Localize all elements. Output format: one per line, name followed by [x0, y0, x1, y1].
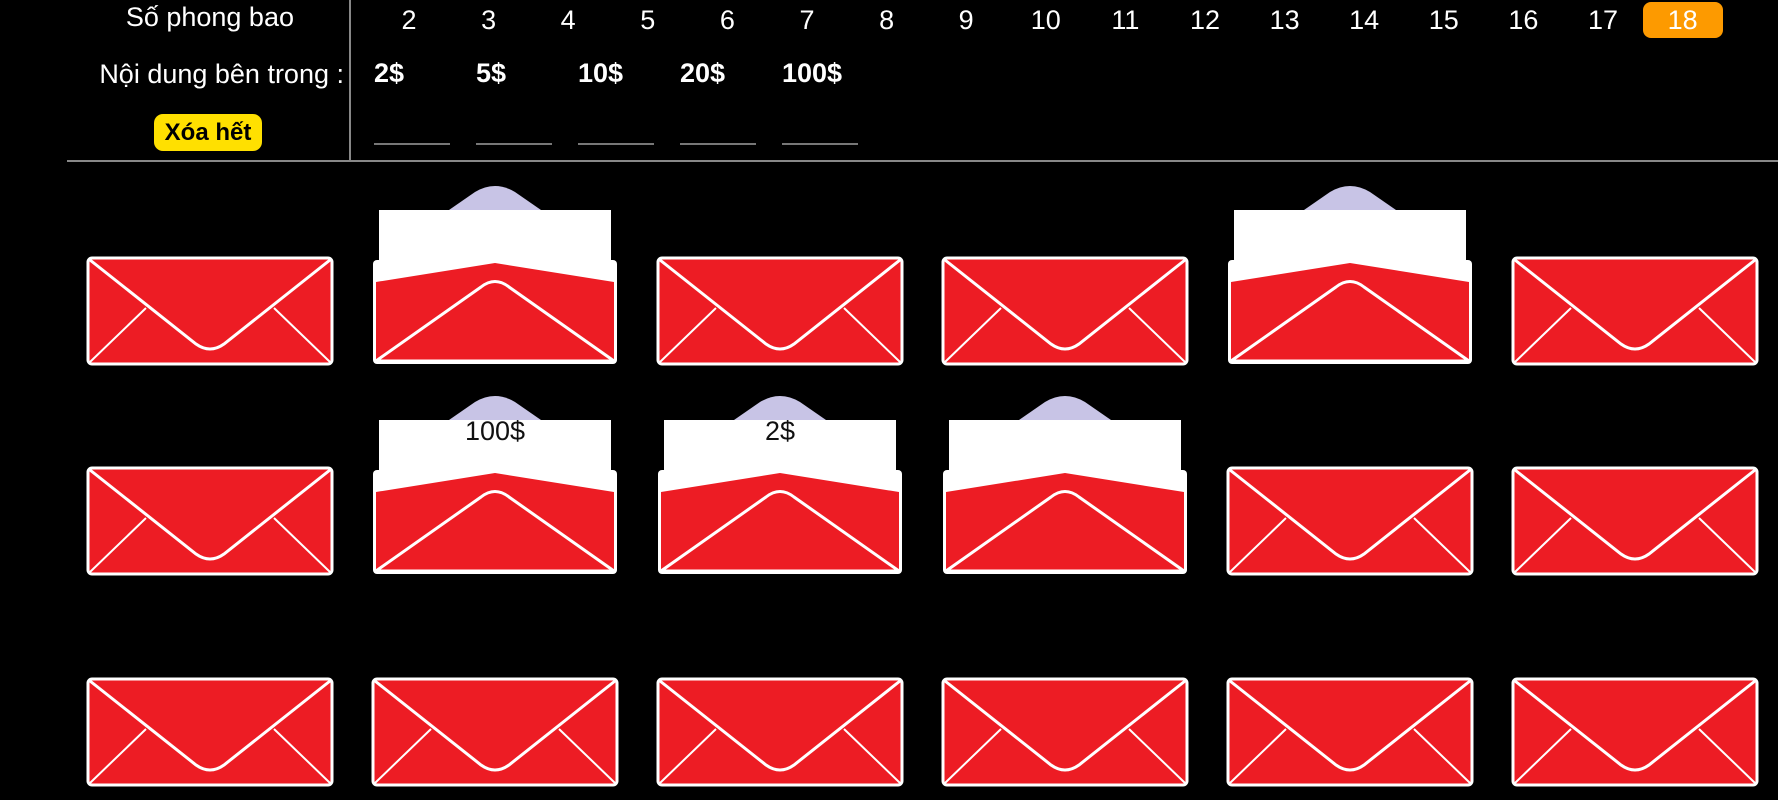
content-value[interactable]: 2$	[374, 58, 405, 88]
count-option-16[interactable]: 16	[1508, 5, 1539, 35]
count-option-9[interactable]: 9	[958, 5, 974, 35]
count-option-13[interactable]: 13	[1269, 5, 1300, 35]
count-option-10[interactable]: 10	[1030, 5, 1061, 35]
content-value[interactable]: 20$	[680, 58, 726, 88]
count-option-5[interactable]: 5	[640, 5, 656, 35]
count-label: Số phong bao	[125, 2, 294, 32]
envelope-open[interactable]: 100$	[371, 380, 619, 600]
content-input-underline	[680, 143, 756, 145]
envelope-closed[interactable]	[86, 677, 334, 787]
count-option-2[interactable]: 2	[401, 5, 417, 35]
envelope-closed[interactable]	[656, 256, 904, 366]
clear-all-button[interactable]: Xóa hết	[154, 114, 262, 151]
count-option-6[interactable]: 6	[719, 5, 735, 35]
envelope-letter-text: 100$	[464, 416, 526, 446]
count-option-3[interactable]: 3	[481, 5, 497, 35]
envelope-letter-text: 2$	[764, 416, 796, 446]
envelope-closed[interactable]	[86, 256, 334, 366]
content-label: Nội dung bên trong :	[99, 59, 344, 89]
content-input-underline	[476, 143, 552, 145]
envelope-open[interactable]	[941, 380, 1189, 600]
envelope-open[interactable]	[1226, 170, 1474, 390]
count-option-12[interactable]: 12	[1189, 5, 1221, 35]
envelope-closed[interactable]	[1511, 466, 1759, 576]
count-option-14[interactable]: 14	[1349, 5, 1380, 35]
content-input-underline	[782, 143, 858, 145]
envelope-open[interactable]	[371, 170, 619, 390]
count-option-11[interactable]: 11	[1111, 5, 1140, 35]
envelope-open[interactable]: 2$	[656, 380, 904, 600]
envelope-closed[interactable]	[656, 677, 904, 787]
envelope-closed[interactable]	[1226, 677, 1474, 787]
horizontal-divider	[67, 160, 1778, 162]
count-option-8[interactable]: 8	[879, 5, 895, 35]
envelope-closed[interactable]	[1511, 677, 1759, 787]
content-value[interactable]: 5$	[476, 58, 507, 88]
count-option-4[interactable]: 4	[560, 5, 576, 35]
envelope-closed[interactable]	[1226, 466, 1474, 576]
vertical-divider	[349, 0, 351, 162]
envelope-closed[interactable]	[941, 256, 1189, 366]
envelope-closed[interactable]	[941, 677, 1189, 787]
envelope-closed[interactable]	[371, 677, 619, 787]
content-input-underline	[374, 143, 450, 145]
envelope-closed[interactable]	[1511, 256, 1759, 366]
envelope-closed[interactable]	[86, 466, 334, 576]
content-value[interactable]: 10$	[578, 58, 624, 88]
content-input-underline	[578, 143, 654, 145]
count-option-17[interactable]: 17	[1587, 5, 1619, 35]
content-value[interactable]: 100$	[782, 58, 843, 88]
count-option-15[interactable]: 15	[1428, 5, 1459, 35]
count-option-18[interactable]: 18	[1642, 2, 1723, 38]
count-option-7[interactable]: 7	[799, 5, 815, 35]
